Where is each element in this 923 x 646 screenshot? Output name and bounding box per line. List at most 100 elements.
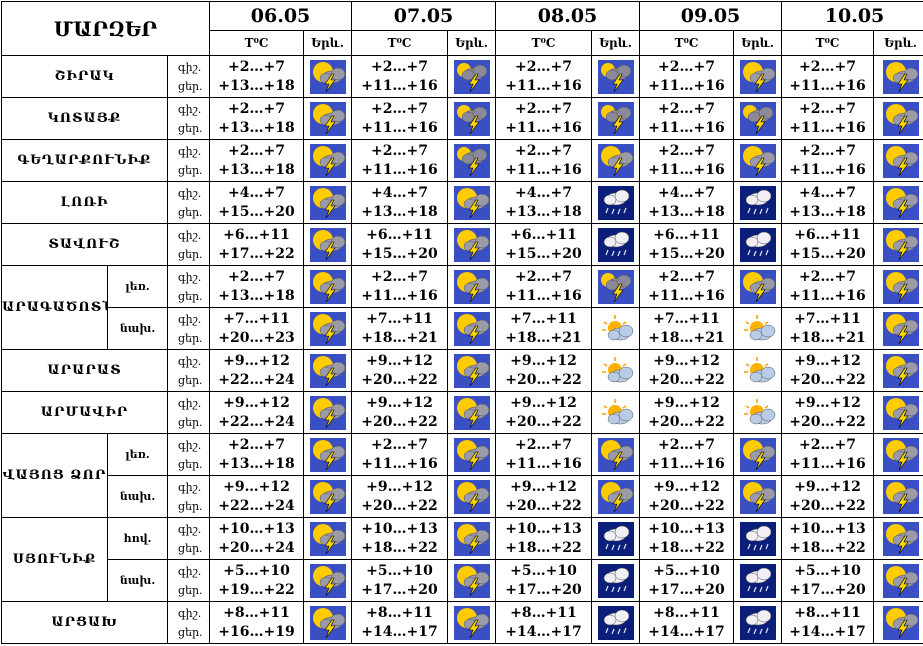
- temperature-cell: +2…+7 +13…+18: [209, 265, 305, 308]
- night-label: գիշ.: [178, 564, 202, 578]
- temperature-cell: +9…+12 +20…+22: [495, 475, 593, 518]
- temperature-cell: +6…+11 +15…+20: [781, 223, 875, 266]
- day-temp: +14…+17: [648, 623, 725, 640]
- day-temp: +13…+18: [218, 287, 295, 304]
- weather-icon-cell: [447, 517, 497, 560]
- night-temp: +4…+7: [371, 184, 428, 201]
- sun-storm-icon: [309, 395, 346, 430]
- day-temp: +20…+22: [648, 497, 725, 514]
- night-temp: +9…+12: [794, 478, 861, 495]
- day-temp: +15…+20: [361, 245, 438, 262]
- night-temp: +10…+13: [648, 520, 725, 537]
- region-row: ԱՐԱՐԱՏ գիշ. ցեր. +9…+12 +22…+24 +9…+12 +20…+22…: [1, 349, 923, 392]
- day-temp: +20…+22: [789, 413, 866, 430]
- region-name: ԱՐՄԱՎԻՐ: [1, 391, 168, 434]
- weather-icon-cell: [873, 475, 923, 518]
- night-label: գիշ.: [178, 60, 202, 74]
- weather-icon-cell: [873, 265, 923, 308]
- day-temp: +13…+18: [218, 455, 295, 472]
- day-label: ցեր.: [178, 163, 203, 177]
- temperature-cell: +2…+7 +13…+18: [209, 433, 305, 476]
- night-temp: +2…+7: [658, 142, 715, 159]
- day-label: ցեր.: [178, 121, 203, 135]
- weather-icon-cell: [733, 475, 783, 518]
- sun-storm-icon: [597, 437, 634, 472]
- period-labels: գիշ. ցեր.: [166, 517, 211, 560]
- period-labels: գիշ. ցեր.: [166, 559, 211, 602]
- day-label: ցեր.: [178, 541, 203, 555]
- day-temp: +13…+18: [648, 203, 725, 220]
- region-header: ՄԱՐԶԵՐ: [0, 1, 211, 56]
- temperature-cell: +8…+11 +14…+17: [781, 601, 875, 644]
- rain-cloud-icon: [739, 563, 776, 598]
- night-temp: +2…+7: [371, 268, 428, 285]
- weather-icon-cell: [591, 601, 641, 644]
- subregion-name: նախ.: [107, 475, 168, 518]
- night-temp: +2…+7: [515, 142, 572, 159]
- sun-cloud-icon: [743, 356, 775, 382]
- sun-storm-icon: [882, 227, 919, 262]
- weather-icon-cell: [591, 265, 641, 308]
- weather-icon-cell: [303, 475, 353, 518]
- night-temp: +5…+10: [510, 562, 577, 579]
- sun-storm-icon: [309, 479, 346, 514]
- weather-icon-cell: [733, 601, 783, 644]
- day-temp: +15…+20: [789, 245, 866, 262]
- weather-icon-cell: [733, 55, 783, 98]
- night-temp: +9…+12: [653, 394, 720, 411]
- storm-icon: [453, 59, 490, 94]
- day-temp: +18…+21: [505, 329, 582, 346]
- temperature-cell: +2…+7 +11…+16: [495, 97, 593, 140]
- temperature-cell: +2…+7 +11…+16: [495, 433, 593, 476]
- period-labels: գիշ. ցեր.: [166, 391, 211, 434]
- day-temp: +18…+22: [361, 539, 438, 556]
- night-temp: +6…+11: [653, 226, 720, 243]
- night-temp: +2…+7: [228, 58, 285, 75]
- night-label: գիշ.: [178, 102, 202, 116]
- day-temp: +19…+22: [218, 581, 295, 598]
- night-temp: +8…+11: [223, 604, 290, 621]
- sun-storm-icon: [453, 437, 490, 472]
- day-label: ցեր.: [178, 373, 203, 387]
- night-temp: +5…+10: [223, 562, 290, 579]
- sun-storm-icon: [453, 521, 490, 556]
- weather-icon-cell: [303, 55, 353, 98]
- night-temp: +8…+11: [794, 604, 861, 621]
- temperature-cell: +9…+12 +22…+24: [209, 391, 305, 434]
- region-name: ՏԱՎՈՒՇ: [1, 223, 168, 266]
- night-temp: +2…+7: [799, 100, 856, 117]
- night-temp: +9…+12: [223, 352, 290, 369]
- temperature-cell: +9…+12 +20…+22: [639, 391, 735, 434]
- temperature-cell: +5…+10 +19…+22: [209, 559, 305, 602]
- temperature-cell: +2…+7 +11…+16: [351, 265, 449, 308]
- storm-icon: [453, 101, 490, 136]
- sun-storm-icon: [453, 353, 490, 388]
- day-temp: +11…+16: [361, 161, 438, 178]
- weather-icon-cell: [591, 307, 641, 350]
- region-name: ԼՈՌԻ: [1, 181, 168, 224]
- weather-icon-cell: [447, 433, 497, 476]
- weather-icon-cell: [447, 55, 497, 98]
- day-temp: +22…+24: [218, 371, 295, 388]
- day-temp: +15…+20: [505, 245, 582, 262]
- weather-icon-cell: [591, 391, 641, 434]
- sun-storm-icon: [309, 227, 346, 262]
- night-temp: +6…+11: [510, 226, 577, 243]
- weather-icon-cell: [591, 517, 641, 560]
- region-row: նախ. գիշ. ցեր. +7…+11 +20…+23 +7…+11 +18…+21 +7…: [2, 307, 923, 350]
- day-temp: +11…+16: [648, 119, 725, 136]
- period-labels: գիշ. ցեր.: [166, 97, 211, 140]
- temperature-cell: +2…+7 +13…+18: [209, 97, 305, 140]
- temperature-cell: +7…+11 +18…+21: [781, 307, 875, 350]
- region-name: ԿՈՏԱՅՔ: [1, 97, 168, 140]
- date-header: 07.05: [351, 1, 497, 31]
- night-label: գիշ.: [178, 522, 202, 536]
- weather-icon-cell: [591, 433, 641, 476]
- temp-column-header: T⁰C: [781, 30, 875, 56]
- day-temp: +11…+16: [789, 287, 866, 304]
- night-temp: +2…+7: [515, 436, 572, 453]
- weather-icon-cell: [303, 601, 353, 644]
- date-header: 10.05: [781, 1, 923, 31]
- temperature-cell: +9…+12 +22…+24: [209, 349, 305, 392]
- sun-storm-icon: [882, 143, 919, 178]
